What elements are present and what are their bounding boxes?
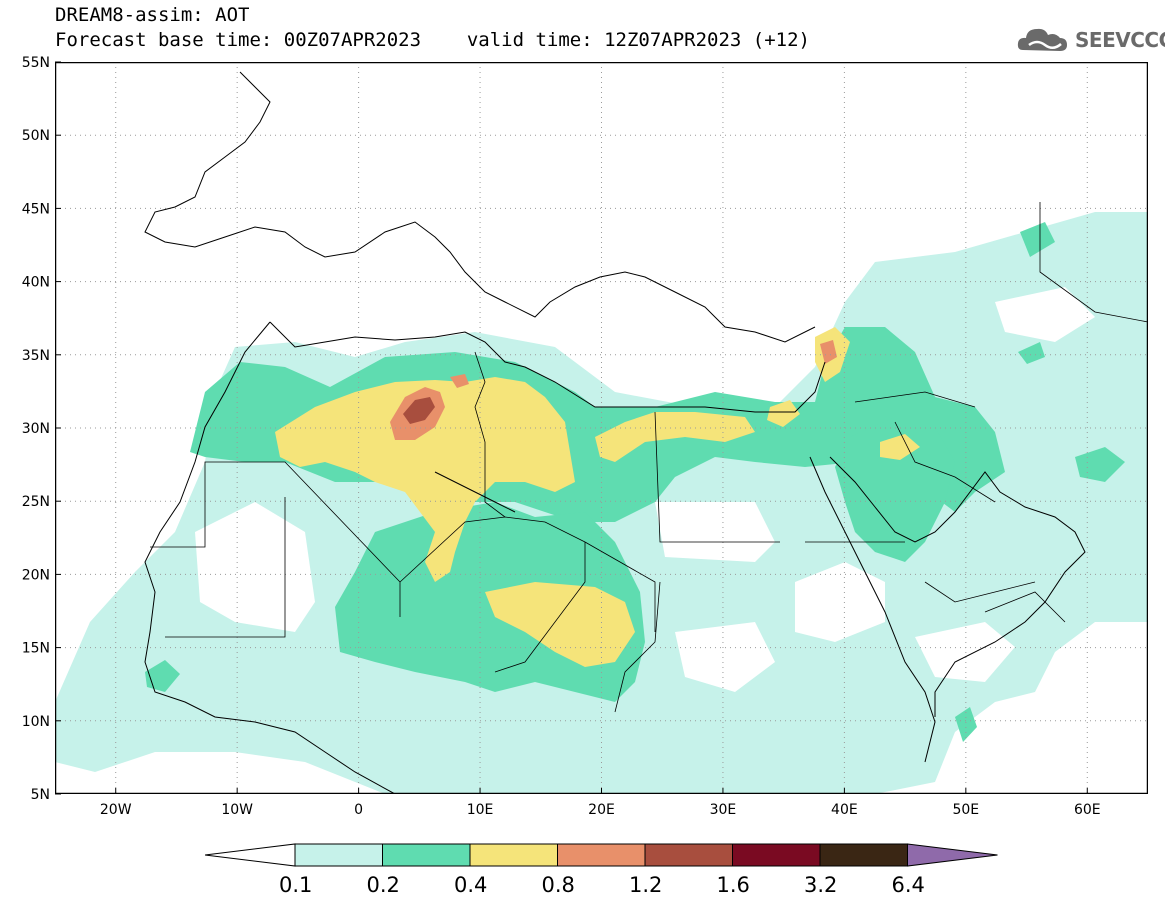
colorbar-box: [382, 843, 471, 867]
colorbar-box: [819, 843, 908, 867]
colorbar-level-label: 0.2: [366, 873, 400, 897]
latitude-label: 45N: [22, 201, 50, 217]
longitude-label: 20W: [100, 802, 132, 818]
latitude-label: 55N: [22, 55, 50, 71]
colorbar-level-label: 0.4: [454, 873, 488, 897]
latitude-label: 25N: [22, 494, 50, 510]
colorbar-box: [469, 843, 558, 867]
latitude-label: 10N: [22, 714, 50, 730]
base-time: Forecast base time: 00Z07APR2023: [55, 29, 422, 51]
longitude-label: 20E: [588, 802, 615, 818]
longitude-label: 40E: [831, 802, 858, 818]
longitude-label: 10W: [221, 802, 253, 818]
colorbar-box: [644, 843, 733, 867]
seevccc-logo: SEEVCCC: [1015, 20, 1165, 60]
latitude-label: 15N: [22, 641, 50, 657]
latitude-label: 50N: [22, 128, 50, 144]
colorbar-under-triangle: [205, 843, 296, 867]
aot-map: [55, 62, 1148, 794]
colorbar-box: [557, 843, 646, 867]
colorbar-level-label: 0.1: [279, 873, 313, 897]
longitude-label: 60E: [1074, 802, 1101, 818]
map-title: DREAM8-assim: AOT: [55, 4, 250, 26]
longitude-label: 0: [354, 802, 363, 818]
valid-time: valid time: 12Z07APR2023 (+12): [466, 29, 810, 51]
latitude-label: 5N: [31, 787, 50, 803]
latitude-label: 35N: [22, 348, 50, 364]
gridlines: [55, 62, 1148, 794]
latitude-label: 30N: [22, 421, 50, 437]
colorbar-level-label: 3.2: [804, 873, 838, 897]
longitude-label: 50E: [952, 802, 979, 818]
latitude-label: 40N: [22, 275, 50, 291]
cloud-logo-icon: [1017, 28, 1067, 51]
colorbar-level-label: 1.6: [716, 873, 750, 897]
colorbar-over-triangle: [907, 843, 998, 867]
colorbar-level-label: 1.2: [629, 873, 663, 897]
aot-1.2-layer: [403, 397, 435, 424]
colorbar-level-label: 6.4: [891, 873, 925, 897]
latitude-label: 20N: [22, 567, 50, 583]
colorbar-box: [732, 843, 821, 867]
longitude-label: 30E: [710, 802, 737, 818]
longitude-label: 10E: [467, 802, 494, 818]
country-borders: [150, 202, 1148, 713]
colorbar-box: [294, 843, 383, 867]
map-subtitle: Forecast base time: 00Z07APR2023 valid t…: [55, 30, 810, 50]
aot-colorbar: [205, 843, 998, 867]
coastlines: [144, 71, 1086, 794]
colorbar-level-label: 0.8: [541, 873, 575, 897]
logo-text: SEEVCCC: [1075, 28, 1165, 52]
